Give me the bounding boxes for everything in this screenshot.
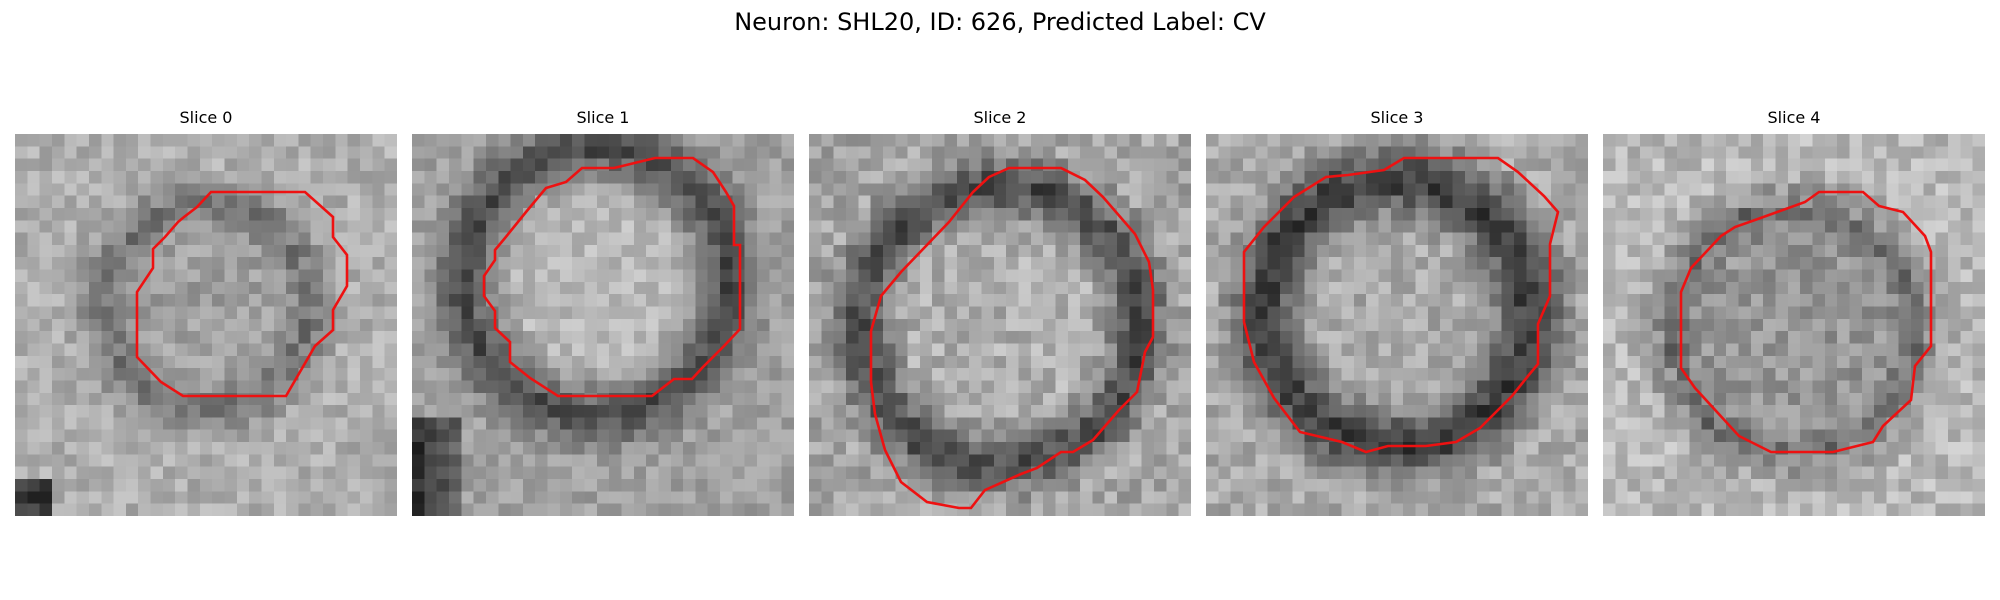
slice-panel-3: Slice 3 xyxy=(1206,108,1588,516)
slice-title-1: Slice 1 xyxy=(576,108,630,127)
slice-panel-2: Slice 2 xyxy=(809,108,1191,516)
contour-overlay-0 xyxy=(135,190,349,398)
slice-panel-1: Slice 1 xyxy=(412,108,794,516)
roi-contour-3 xyxy=(1242,156,1560,454)
slice-title-2: Slice 2 xyxy=(973,108,1027,127)
contour-overlay-2 xyxy=(869,166,1155,510)
contour-overlay-1 xyxy=(482,156,742,398)
slice-title-4: Slice 4 xyxy=(1767,108,1821,127)
slice-title-3: Slice 3 xyxy=(1370,108,1424,127)
roi-contour-2 xyxy=(869,166,1155,510)
slice-panel-4: Slice 4 xyxy=(1603,108,1985,516)
slice-title-0: Slice 0 xyxy=(179,108,233,127)
slice-panel-0: Slice 0 xyxy=(15,108,397,516)
slice-image-3 xyxy=(1206,134,1588,516)
roi-contour-4 xyxy=(1679,190,1933,454)
roi-contour-0 xyxy=(135,190,349,398)
roi-contour-1 xyxy=(482,156,742,398)
figure-title: Neuron: SHL20, ID: 626, Predicted Label:… xyxy=(734,8,1266,36)
contour-overlay-4 xyxy=(1679,190,1933,454)
contour-overlay-3 xyxy=(1242,156,1560,454)
